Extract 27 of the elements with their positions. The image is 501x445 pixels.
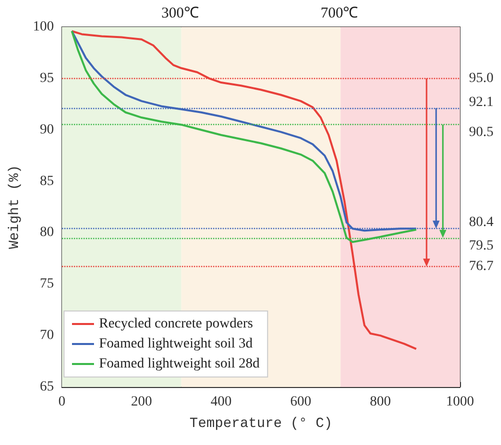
x-tick-label: 600	[290, 394, 312, 410]
ref-line-label: 95.0	[469, 70, 494, 86]
x-axis-title: Temperature (° C)	[190, 416, 332, 432]
x-tick-label: 0	[58, 394, 66, 410]
y-axis-title: Weight (%)	[7, 164, 23, 250]
ref-line-label: 79.5	[469, 238, 494, 254]
y-tick-label: 85	[40, 174, 54, 189]
text: 700℃	[320, 6, 358, 22]
ref-line-label: 80.4	[469, 215, 494, 230]
y-tick-label: 80	[40, 225, 54, 240]
y-tick-label: 75	[40, 276, 54, 292]
legend-label: Foamed lightweight soil 3d	[99, 336, 253, 352]
x-tick-label: 800	[370, 394, 391, 410]
ref-line-label: 90.5	[469, 125, 494, 140]
legend-label: Recycled concrete powders	[99, 316, 253, 332]
y-tick-label: 95	[40, 70, 54, 86]
x-tick-label: 1000	[446, 394, 474, 410]
legend-label: Foamed lightweight soil 28d	[99, 356, 260, 372]
y-tick-label: 70	[40, 328, 54, 344]
ref-line-label: 76.7	[469, 259, 494, 274]
y-tick-label: 90	[40, 122, 54, 138]
x-tick-label: 200	[131, 394, 152, 410]
y-tick-label: 100	[32, 20, 54, 34]
x-tick-label: 400	[210, 394, 232, 410]
y-tick-label: 65	[40, 380, 54, 394]
ref-line-label: 92.1	[469, 94, 494, 110]
text: 300℃	[161, 6, 199, 22]
